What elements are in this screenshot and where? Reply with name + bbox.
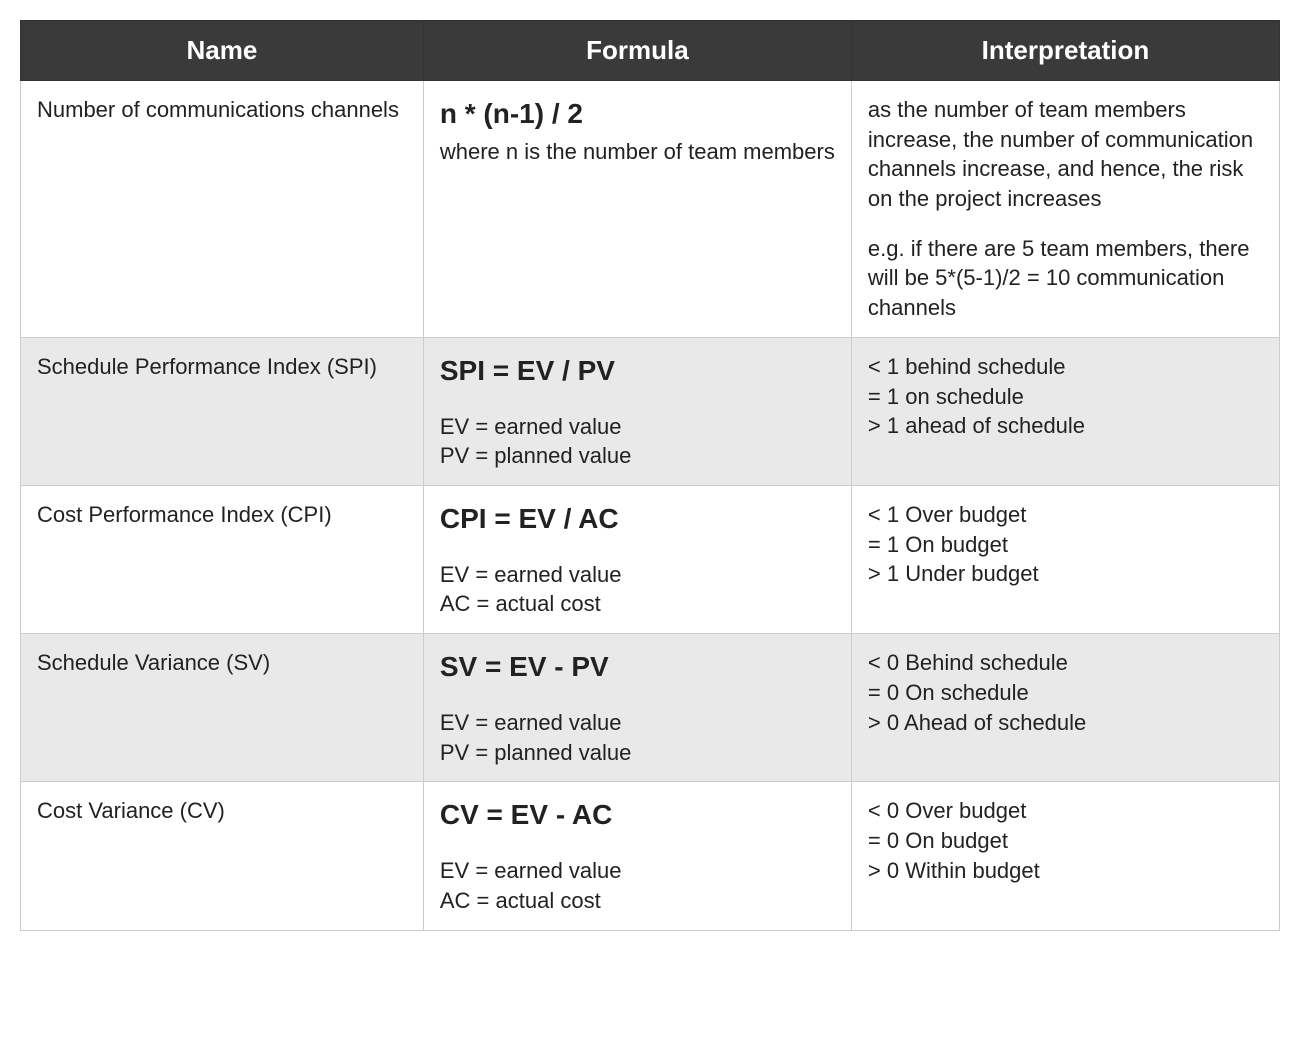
- interpretation-line: = 0 On schedule: [868, 678, 1263, 708]
- cell-interpretation: < 0 Behind schedule= 0 On schedule> 0 Ah…: [851, 634, 1279, 782]
- formula-main: SV = EV - PV: [440, 648, 835, 686]
- interpretation-line: e.g. if there are 5 team members, there …: [868, 234, 1263, 323]
- table-row: Schedule Performance Index (SPI)SPI = EV…: [21, 337, 1280, 485]
- cell-name: Schedule Variance (SV): [21, 634, 424, 782]
- formula-sub: AC = actual cost: [440, 589, 835, 619]
- header-name: Name: [21, 21, 424, 81]
- interpretation-line: = 1 On budget: [868, 530, 1263, 560]
- cell-name: Cost Performance Index (CPI): [21, 485, 424, 633]
- cell-name: Cost Variance (CV): [21, 782, 424, 930]
- interpretation-line: > 0 Within budget: [868, 856, 1263, 886]
- header-row: Name Formula Interpretation: [21, 21, 1280, 81]
- table-row: Cost Performance Index (CPI)CPI = EV / A…: [21, 485, 1280, 633]
- formula-sub: where n is the number of team members: [440, 137, 835, 167]
- formula-sub: AC = actual cost: [440, 886, 835, 916]
- formula-sub: PV = planned value: [440, 441, 835, 471]
- formula-main: SPI = EV / PV: [440, 352, 835, 390]
- interpretation-line: < 1 behind schedule: [868, 352, 1263, 382]
- interpretation-line: > 0 Ahead of schedule: [868, 708, 1263, 738]
- cell-interpretation: as the number of team members increase, …: [851, 81, 1279, 338]
- cell-formula: CV = EV - AC EV = earned valueAC = actual…: [423, 782, 851, 930]
- formula-main: CV = EV - AC: [440, 796, 835, 834]
- interpretation-line: = 0 On budget: [868, 826, 1263, 856]
- cell-formula: n * (n-1) / 2 where n is the number of te…: [423, 81, 851, 338]
- interpretation-line: < 1 Over budget: [868, 500, 1263, 530]
- cell-name: Number of communications channels: [21, 81, 424, 338]
- table-row: Schedule Variance (SV) SV = EV - PV EV = e…: [21, 634, 1280, 782]
- formula-sub: EV = earned value: [440, 560, 835, 590]
- table-row: Number of communications channelsn * (n-…: [21, 81, 1280, 338]
- formula-main: CPI = EV / AC: [440, 500, 835, 538]
- formula-table: Name Formula Interpretation Number of co…: [20, 20, 1280, 931]
- interpretation-line: > 1 ahead of schedule: [868, 411, 1263, 441]
- interpretation-line: < 0 Behind schedule: [868, 648, 1263, 678]
- cell-interpretation: < 1 Over budget= 1 On budget> 1 Under bu…: [851, 485, 1279, 633]
- cell-formula: CPI = EV / AC EV = earned valueAC = actua…: [423, 485, 851, 633]
- cell-formula: SPI = EV / PV EV = earned valuePV = plann…: [423, 337, 851, 485]
- formula-sub: EV = earned value: [440, 708, 835, 738]
- formula-main: n * (n-1) / 2: [440, 95, 835, 133]
- formula-sub: EV = earned value: [440, 412, 835, 442]
- interpretation-line: > 1 Under budget: [868, 559, 1263, 589]
- cell-interpretation: < 1 behind schedule= 1 on schedule> 1 ah…: [851, 337, 1279, 485]
- table-row: Cost Variance (CV) CV = EV - AC EV = earne…: [21, 782, 1280, 930]
- cell-interpretation: < 0 Over budget= 0 On budget> 0 Within b…: [851, 782, 1279, 930]
- table-body: Number of communications channelsn * (n-…: [21, 81, 1280, 931]
- cell-name: Schedule Performance Index (SPI): [21, 337, 424, 485]
- formula-sub: EV = earned value: [440, 856, 835, 886]
- formula-sub: PV = planned value: [440, 738, 835, 768]
- interpretation-line: < 0 Over budget: [868, 796, 1263, 826]
- header-formula: Formula: [423, 21, 851, 81]
- header-interpretation: Interpretation: [851, 21, 1279, 81]
- interpretation-line: as the number of team members increase, …: [868, 95, 1263, 214]
- interpretation-line: = 1 on schedule: [868, 382, 1263, 412]
- cell-formula: SV = EV - PV EV = earned valuePV = planne…: [423, 634, 851, 782]
